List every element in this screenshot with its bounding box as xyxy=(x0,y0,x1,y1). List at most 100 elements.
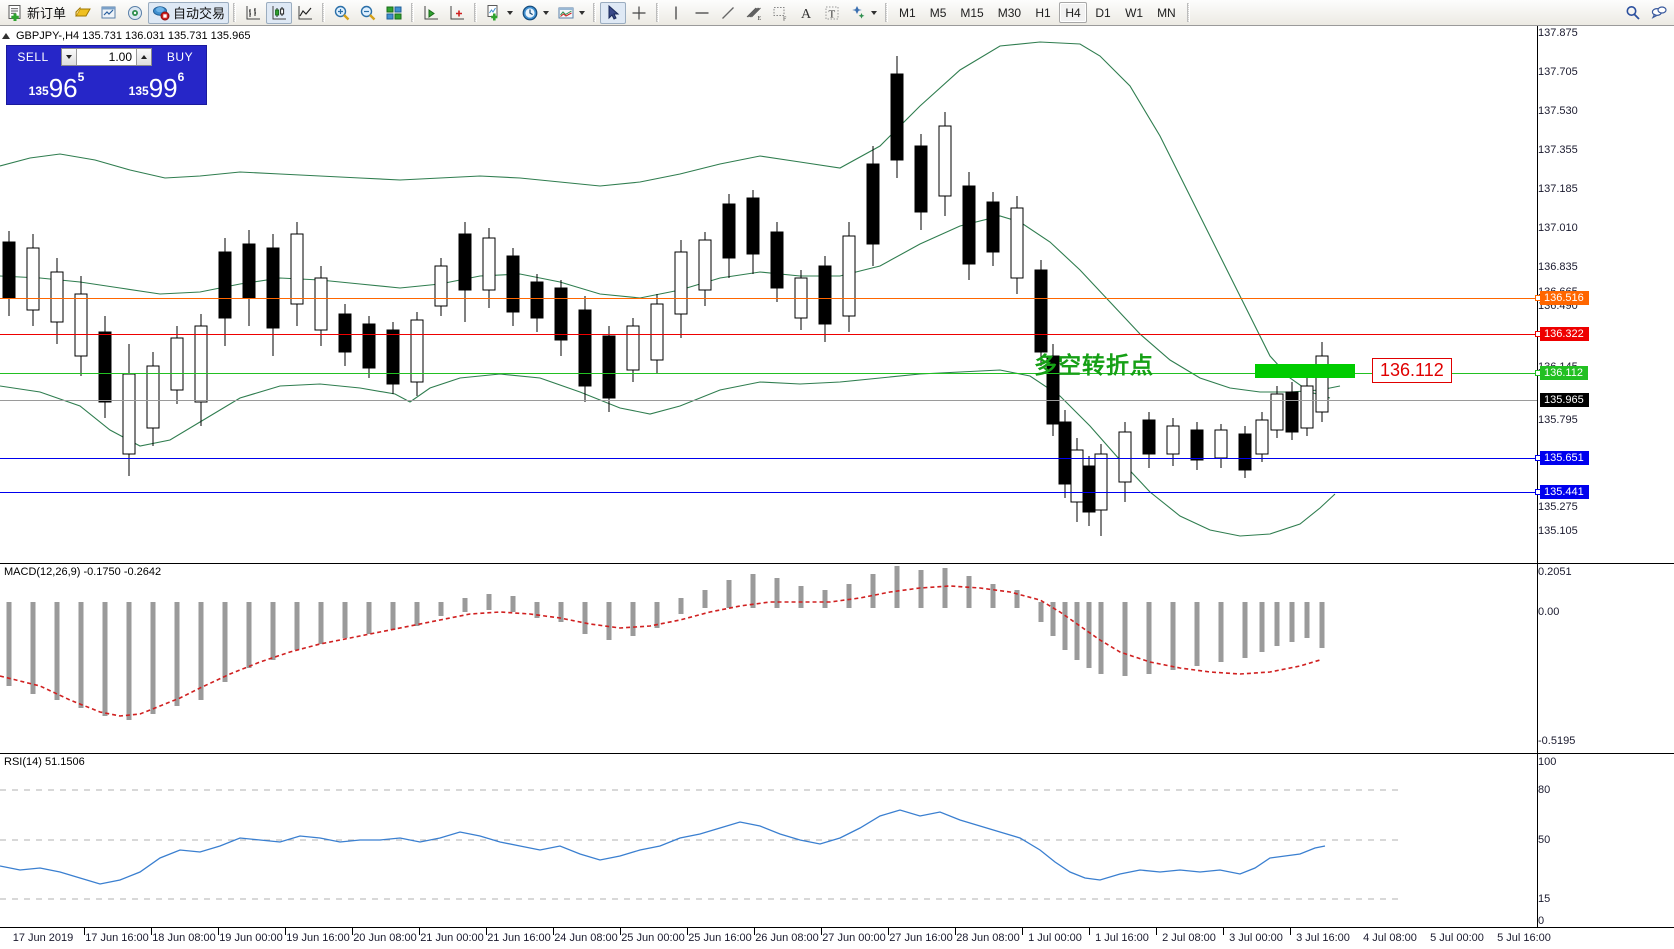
line-handle[interactable] xyxy=(1535,370,1541,376)
search-button[interactable] xyxy=(1620,2,1646,24)
timeframe-d1[interactable]: D1 xyxy=(1095,5,1111,20)
shift-end-button[interactable] xyxy=(418,2,444,24)
vertical-line-button[interactable] xyxy=(663,2,689,24)
timeframe-m5[interactable]: M5 xyxy=(929,5,947,20)
text-icon: A xyxy=(801,7,812,22)
rsi-axis[interactable]: 100 80 50 15 0 xyxy=(1537,754,1674,927)
price-line-135965[interactable] xyxy=(0,400,1537,401)
bar-chart-button[interactable] xyxy=(240,2,266,24)
channel-button[interactable]: F xyxy=(767,2,793,24)
chat-button[interactable] xyxy=(1646,2,1672,24)
one-click-trading-panel[interactable]: SELL 1.00 BUY 135 96 5 135 99 6 xyxy=(6,45,207,105)
price-line-135441[interactable] xyxy=(0,492,1537,493)
macd-tick: 0.00 xyxy=(1538,606,1560,618)
line-chart-button[interactable] xyxy=(292,2,318,24)
sell-price-button[interactable]: 135 96 5 xyxy=(8,68,105,103)
price-line-136516[interactable] xyxy=(0,298,1537,299)
timeframe-m15[interactable]: M15 xyxy=(960,5,984,20)
volume-value[interactable]: 1.00 xyxy=(77,49,136,65)
macd-pane[interactable]: MACD(12,26,9) -0.1750 -0.2642 xyxy=(0,563,1674,753)
chevron-down-icon[interactable] xyxy=(543,10,550,15)
trendline-button[interactable] xyxy=(715,2,741,24)
price-axis[interactable]: 137.875 137.705 137.530 137.355 137.185 … xyxy=(1535,26,1674,563)
cursor-button[interactable] xyxy=(600,1,627,24)
zoom-in-button[interactable] xyxy=(329,2,355,24)
tile-windows-button[interactable] xyxy=(381,2,407,24)
time-axis[interactable]: 17 Jun 2019 17 Jun 16:00 18 Jun 08:00 19… xyxy=(0,927,1674,949)
toolbar-separator xyxy=(885,3,889,22)
price-tick: 137.185 xyxy=(1538,183,1578,195)
buy-price-sup: 6 xyxy=(177,70,185,84)
price-tag-136322[interactable]: 136.322 xyxy=(1540,327,1589,341)
horizontal-line-button[interactable] xyxy=(689,2,715,24)
line-handle[interactable] xyxy=(1535,489,1541,495)
horizontal-line-icon xyxy=(695,11,709,14)
price-tag-136112[interactable]: 136.112 xyxy=(1540,366,1588,380)
price-tag-136516[interactable]: 136.516 xyxy=(1540,291,1589,305)
time-label: 24 Jun 08:00 xyxy=(554,932,618,944)
price-tick: 137.010 xyxy=(1538,222,1578,234)
timeframe-mn[interactable]: MN xyxy=(1157,5,1176,20)
new-order-button[interactable]: 新订单 xyxy=(2,2,70,24)
price-tag-135441[interactable]: 135.441 xyxy=(1540,485,1589,499)
price-pane[interactable]: 多空转折点 136.112 137.875 137.705 137.530 13… xyxy=(0,26,1674,563)
crosshair-icon xyxy=(632,6,646,19)
rsi-tick: 0 xyxy=(1538,915,1545,927)
volume-increment-button[interactable] xyxy=(136,49,151,65)
fibonacci-button[interactable]: E xyxy=(741,2,767,24)
chevron-down-icon[interactable] xyxy=(579,10,586,15)
crosshair-button[interactable] xyxy=(626,2,652,24)
market-watch-button[interactable] xyxy=(96,2,122,24)
price-line-136112[interactable] xyxy=(0,373,1537,374)
volume-decrement-button[interactable] xyxy=(62,49,77,65)
search-icon xyxy=(1626,5,1640,20)
macd-plot[interactable] xyxy=(0,564,1537,753)
navigator-button[interactable] xyxy=(122,2,148,24)
price-line-136322[interactable] xyxy=(0,334,1537,335)
auto-trading-button[interactable]: 自动交易 xyxy=(148,1,230,24)
volume-stepper[interactable]: 1.00 xyxy=(61,48,152,66)
time-label: 2 Jul 08:00 xyxy=(1162,932,1216,944)
timeframe-h4[interactable]: H4 xyxy=(1059,2,1088,23)
objects-button[interactable] xyxy=(845,2,881,24)
chevron-down-icon[interactable] xyxy=(507,10,514,15)
auto-scroll-button[interactable] xyxy=(444,2,470,24)
price-plot[interactable]: 多空转折点 136.112 xyxy=(0,26,1537,563)
symbol-header[interactable]: GBPJPY-,H4 135.731 136.031 135.731 135.9… xyxy=(2,30,250,42)
rsi-pane[interactable]: RSI(14) 51.1506 100 80 50 15 0 xyxy=(0,753,1674,927)
rsi-plot[interactable] xyxy=(0,754,1537,927)
profiles-icon xyxy=(75,6,91,16)
indicators-button[interactable] xyxy=(481,2,517,24)
time-label: 3 Jul 16:00 xyxy=(1296,932,1350,944)
buy-price-button[interactable]: 135 99 6 xyxy=(108,68,205,103)
buy-price-prefix: 135 xyxy=(128,84,149,98)
timeframe-m1[interactable]: M1 xyxy=(899,5,916,20)
period-button[interactable] xyxy=(517,2,553,24)
text-label-button[interactable]: T xyxy=(819,2,845,24)
macd-tick: -0.5195 xyxy=(1538,735,1576,747)
candlestick-chart-button[interactable] xyxy=(266,1,293,24)
price-line-135651[interactable] xyxy=(0,458,1537,459)
time-label: 19 Jun 16:00 xyxy=(286,932,350,944)
chevron-down-icon[interactable] xyxy=(871,10,878,15)
price-tag-135965[interactable]: 135.965 xyxy=(1540,393,1589,407)
zoom-out-button[interactable] xyxy=(355,2,381,24)
turning-point-annotation[interactable]: 多空转折点 xyxy=(1034,352,1154,378)
objects-icon xyxy=(852,5,865,19)
timeframe-m30[interactable]: M30 xyxy=(997,5,1022,20)
line-handle[interactable] xyxy=(1535,331,1541,337)
price-callout[interactable]: 136.112 xyxy=(1372,358,1452,383)
templates-button[interactable] xyxy=(553,2,589,24)
text-button[interactable]: A xyxy=(793,2,819,24)
time-label: 17 Jun 16:00 xyxy=(85,932,149,944)
price-tag-135651[interactable]: 135.651 xyxy=(1540,451,1589,465)
line-handle[interactable] xyxy=(1535,455,1541,461)
highlight-rectangle[interactable] xyxy=(1255,364,1355,378)
timeframe-w1[interactable]: W1 xyxy=(1125,5,1144,20)
profiles-button[interactable] xyxy=(70,2,96,24)
timeframe-h1[interactable]: H1 xyxy=(1035,5,1051,20)
collapse-triangle-icon[interactable] xyxy=(2,33,10,39)
chart-area[interactable]: 多空转折点 136.112 137.875 137.705 137.530 13… xyxy=(0,26,1674,949)
macd-axis[interactable]: 0.2051 0.00 -0.5195 xyxy=(1537,564,1674,753)
line-handle[interactable] xyxy=(1535,295,1541,301)
